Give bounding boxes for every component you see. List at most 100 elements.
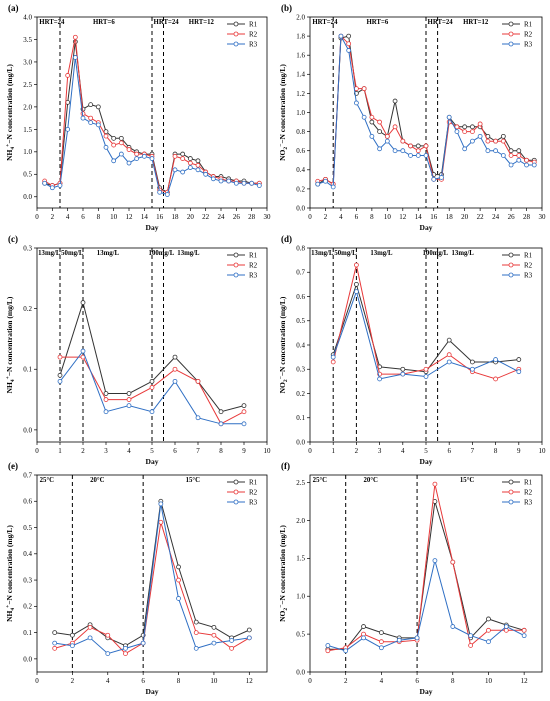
data-point-R1	[176, 564, 181, 570]
panel-f: 0 2 4 6 8 10 12 0.0 0.5 1.0 1.5 2.0 2.5 Day NO2−−N con…	[278, 461, 543, 696]
data-point-R2	[123, 651, 128, 657]
data-point-R1	[195, 158, 201, 164]
data-point-R2	[477, 121, 483, 127]
data-point-R3	[172, 167, 178, 173]
data-point-R3	[193, 645, 199, 651]
y-tick-label: 0.8	[296, 128, 305, 136]
data-point-R2	[126, 397, 132, 402]
x-tick-label: 26	[233, 213, 241, 221]
y-tick-label: 0.3	[23, 244, 32, 252]
x-tick-label: 3	[104, 447, 108, 455]
data-point-R3	[353, 289, 359, 295]
data-point-R3	[256, 183, 262, 188]
data-point-R3	[88, 120, 94, 126]
x-axis-title: Day	[146, 223, 159, 232]
phase-annotation: 50mg/L	[334, 250, 357, 257]
y-tick-label: 0.7	[23, 471, 32, 479]
data-point-R2	[485, 138, 491, 144]
data-point-R3	[432, 558, 438, 564]
data-point-R3	[172, 378, 178, 384]
x-tick-label: 2	[355, 447, 359, 455]
x-tick-label: 22	[202, 213, 210, 221]
data-point-R3	[87, 635, 93, 641]
data-point-R3	[485, 148, 491, 154]
legend-label-R2: R2	[524, 31, 533, 39]
y-tick-label: 0.6	[296, 147, 305, 155]
plot-frame	[309, 474, 543, 673]
data-point-R2	[330, 359, 336, 365]
data-point-R3	[57, 183, 63, 188]
data-point-R1	[118, 135, 124, 141]
data-point-R3	[210, 176, 216, 182]
data-point-R1	[80, 300, 86, 305]
x-tick-label: 5	[150, 447, 154, 455]
y-tick-label: 0.0	[296, 438, 305, 446]
x-axis-title: Day	[420, 457, 433, 466]
data-point-R2	[486, 627, 491, 633]
legend-marker-R2	[508, 489, 514, 495]
x-tick-label: 24	[492, 213, 500, 221]
series-line-R1	[54, 501, 250, 647]
x-axis-title: Day	[146, 687, 159, 696]
data-point-R2	[193, 630, 199, 635]
y-tick-label: 3.5	[23, 36, 32, 44]
x-tick-label: 5	[424, 447, 428, 455]
x-tick-label: 8	[177, 677, 181, 685]
data-point-R1	[241, 403, 247, 409]
panel-label: (c)	[8, 234, 18, 244]
data-point-R3	[454, 129, 460, 135]
data-point-R2	[516, 153, 522, 158]
legend-label-R2: R2	[249, 31, 258, 39]
data-point-R2	[180, 156, 186, 161]
legend-marker-R2	[508, 31, 514, 37]
phase-annotation: 50mg/L	[61, 250, 84, 257]
data-point-R2	[468, 643, 474, 648]
y-tick-label: 0.0	[296, 204, 305, 212]
data-point-R2	[325, 648, 331, 654]
phase-annotation: 13mg/L	[370, 250, 393, 257]
data-point-R2	[241, 409, 247, 415]
data-point-R3	[377, 376, 383, 382]
data-point-R1	[246, 627, 252, 633]
data-point-R3	[103, 409, 109, 415]
legend-marker-R1	[508, 252, 514, 258]
y-tick-label: 0.0	[23, 655, 32, 663]
y-tick-label: 0.2	[296, 390, 305, 398]
data-point-R3	[226, 178, 232, 184]
x-tick-label: 6	[141, 677, 145, 685]
data-point-R1	[193, 619, 199, 625]
y-tick-label: 3.0	[23, 58, 32, 66]
data-point-R3	[195, 415, 201, 421]
data-point-R1	[211, 624, 217, 630]
phase-annotation: HRT=24	[154, 19, 180, 26]
phase-annotation: 13mg/L	[311, 250, 334, 257]
x-axis-title: Day	[420, 223, 433, 232]
data-point-R2	[353, 262, 359, 268]
legend-label-R1: R1	[249, 479, 258, 487]
x-tick-label: 18	[172, 213, 180, 221]
data-point-R2	[400, 138, 406, 144]
series-line-R2	[327, 483, 525, 652]
legend-marker-R2	[233, 489, 239, 495]
x-tick-label: 14	[141, 213, 149, 221]
y-tick-label: 4.0	[23, 13, 32, 21]
x-tick-label: 8	[370, 213, 374, 221]
data-point-R1	[218, 409, 224, 415]
x-tick-label: 9	[242, 447, 246, 455]
x-tick-label: 10	[539, 447, 547, 455]
data-point-R2	[392, 124, 398, 130]
data-point-R3	[241, 421, 247, 427]
data-point-R2	[423, 366, 429, 372]
x-tick-label: 18	[446, 213, 454, 221]
x-tick-label: 2	[81, 447, 85, 455]
x-tick-label: 4	[66, 213, 70, 221]
x-tick-label: 2	[51, 213, 55, 221]
data-point-R1	[508, 148, 514, 154]
x-tick-label: 0	[308, 213, 312, 221]
data-point-R3	[423, 374, 429, 379]
data-point-R3	[141, 153, 147, 159]
data-point-R2	[378, 639, 384, 645]
data-point-R2	[195, 378, 201, 384]
data-point-R3	[431, 176, 437, 182]
data-point-R3	[378, 645, 384, 651]
